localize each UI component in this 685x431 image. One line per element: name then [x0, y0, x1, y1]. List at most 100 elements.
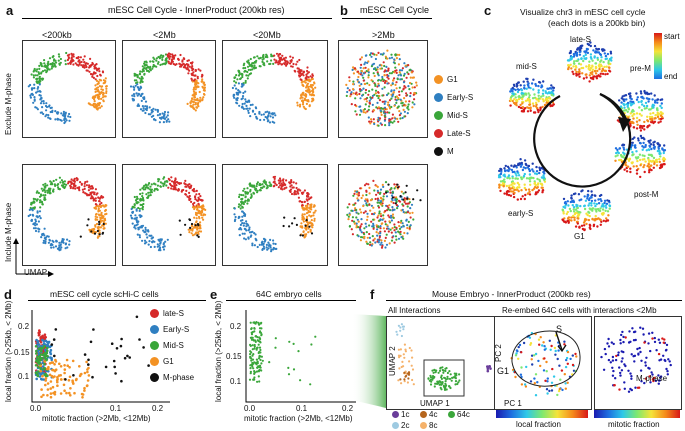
umap-point	[34, 218, 37, 221]
umap-point	[101, 93, 105, 96]
umap-point	[88, 193, 91, 196]
pca-local-point	[550, 389, 554, 392]
umap-point	[242, 91, 245, 95]
umap-point	[190, 100, 193, 103]
umap-point	[41, 78, 44, 81]
f-point-2c	[401, 325, 404, 328]
umap-point	[258, 112, 261, 115]
umap-point-m	[96, 229, 99, 233]
umap-point	[105, 87, 108, 90]
pca-local-point	[533, 354, 536, 357]
umap-point	[245, 104, 248, 107]
umap-point	[167, 54, 170, 57]
pca-local-point	[544, 379, 547, 382]
pca-local-point	[534, 394, 538, 397]
umap-point	[96, 74, 99, 78]
umap-point	[145, 64, 148, 67]
umap-point	[241, 75, 244, 79]
umap-point	[72, 186, 75, 189]
umap-point	[150, 183, 153, 186]
umap-point	[141, 77, 144, 80]
umap-point	[139, 81, 142, 84]
umap-point	[37, 191, 41, 195]
umap-point	[67, 57, 70, 60]
pca-local-point	[539, 336, 542, 339]
umap-point	[239, 77, 242, 80]
umap-point	[68, 243, 71, 246]
pca-local-point	[558, 364, 561, 367]
pca-local-point	[566, 362, 569, 365]
umap-point	[194, 83, 197, 86]
umap-point	[263, 118, 266, 121]
f-point-8c	[402, 365, 405, 368]
umap-point	[70, 178, 73, 181]
umap-point	[94, 203, 97, 206]
umap-point	[299, 97, 302, 100]
umap-point	[95, 222, 99, 226]
umap-point	[104, 209, 107, 212]
umap-point	[79, 181, 82, 184]
panel-b-title-rule	[342, 18, 432, 19]
umap-point	[203, 84, 206, 87]
umap-point	[145, 108, 148, 112]
pca-local-point	[525, 365, 528, 369]
f-point-8c	[406, 381, 409, 384]
f-point-8c	[411, 368, 415, 371]
pca-local-point	[545, 370, 548, 373]
umap-point	[94, 197, 97, 200]
pca-local-point	[538, 343, 541, 346]
umap-point	[90, 192, 93, 195]
umap-point	[152, 118, 156, 121]
umap-point	[95, 87, 98, 90]
umap-point	[288, 62, 292, 65]
umap-point	[95, 94, 98, 97]
f-point-8c	[411, 378, 414, 382]
pca-local-point	[545, 388, 549, 391]
umap-point	[42, 102, 45, 105]
f-point-8c	[397, 354, 401, 357]
umap-point	[100, 97, 103, 100]
umap-point	[105, 212, 108, 215]
umap-point	[99, 79, 103, 82]
umap-point	[83, 66, 86, 69]
umap-point	[58, 176, 62, 179]
umap-point	[99, 73, 102, 76]
f-point-64c	[450, 379, 453, 382]
umap-point	[84, 181, 87, 184]
umap-point	[39, 90, 42, 93]
f-point-64c	[446, 375, 449, 378]
umap-point	[58, 63, 61, 66]
umap-point	[308, 78, 311, 81]
pca-local-point	[546, 392, 549, 395]
umap-point	[72, 59, 75, 62]
f-point-64c	[432, 377, 435, 380]
legend-ab-mids: Mid-S	[434, 111, 468, 121]
umap-point	[136, 83, 139, 86]
umap-point	[159, 54, 162, 57]
f-point-2c	[395, 330, 398, 333]
umap-point	[199, 69, 202, 72]
umap-point	[295, 63, 298, 66]
umap-point	[43, 189, 46, 192]
umap-point	[105, 91, 108, 95]
umap-point	[76, 186, 79, 189]
umap-point	[36, 81, 39, 84]
f-point-8c	[411, 356, 414, 359]
umap-point	[149, 60, 152, 63]
umap-point	[136, 104, 139, 107]
pca-local-point	[533, 382, 536, 385]
umap-point	[86, 193, 89, 196]
umap-point	[60, 112, 63, 115]
umap-point	[93, 100, 96, 103]
umap-point	[237, 82, 240, 85]
umap-point	[49, 110, 52, 114]
pca-local-point	[560, 369, 564, 372]
umap-point	[237, 74, 241, 77]
umap-point	[254, 66, 257, 69]
umap-point	[294, 70, 297, 73]
umap-point	[136, 75, 139, 78]
umap-point	[93, 206, 96, 209]
umap-point	[163, 110, 167, 114]
f-point-64c	[438, 383, 441, 386]
umap-point	[244, 79, 247, 83]
